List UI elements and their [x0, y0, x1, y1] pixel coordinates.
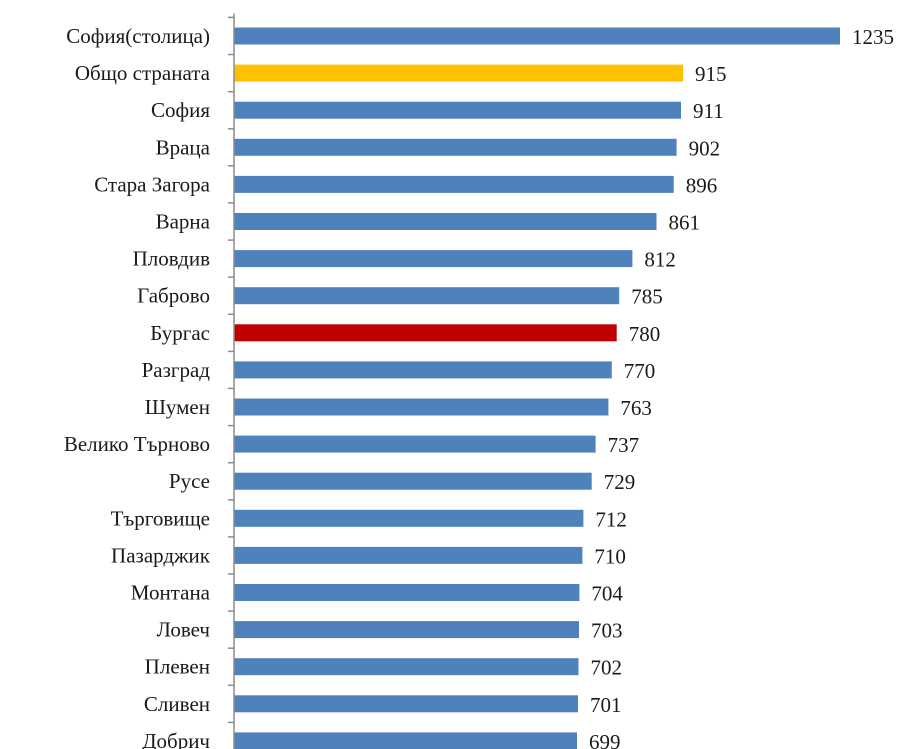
value-label-18: 701 — [590, 693, 622, 717]
value-label-6: 812 — [644, 248, 676, 272]
category-label-2: София — [151, 98, 210, 122]
bar-12 — [234, 472, 592, 490]
category-label-6: Пловдив — [133, 247, 210, 271]
category-label-19: Добрич — [142, 729, 210, 749]
bar-9 — [234, 361, 612, 379]
bar-1 — [234, 64, 683, 82]
category-label-3: Враца — [156, 135, 211, 159]
bar-16 — [234, 621, 579, 639]
value-label-5: 861 — [669, 211, 701, 235]
bar-13 — [234, 509, 584, 527]
bar-7 — [234, 287, 620, 305]
value-label-14: 710 — [594, 544, 626, 568]
bar-11 — [234, 435, 596, 453]
category-label-9: Разград — [142, 358, 211, 382]
value-label-17: 702 — [591, 656, 623, 680]
bar-5 — [234, 213, 657, 230]
value-label-15: 704 — [591, 582, 623, 606]
category-label-12: Русе — [169, 469, 210, 493]
value-label-2: 911 — [693, 99, 724, 123]
bar-14 — [234, 546, 583, 564]
value-label-13: 712 — [595, 507, 627, 531]
category-label-15: Монтана — [131, 581, 211, 605]
value-label-16: 703 — [591, 619, 623, 643]
value-label-1: 915 — [695, 62, 727, 86]
axis-group — [228, 13, 235, 749]
category-label-5: Варна — [156, 210, 211, 234]
category-label-11: Велико Търново — [64, 432, 210, 456]
category-label-0: София(столица) — [66, 24, 210, 48]
value-label-11: 737 — [608, 433, 640, 457]
bar-17 — [234, 658, 579, 676]
category-label-18: Сливен — [144, 692, 210, 716]
category-label-10: Шумен — [145, 395, 210, 419]
value-label-19: 699 — [589, 730, 621, 749]
bar-15 — [234, 584, 580, 601]
bar-8 — [234, 324, 617, 342]
value-label-8: 780 — [629, 322, 661, 346]
bar-10 — [234, 398, 609, 416]
value-label-12: 729 — [604, 470, 636, 494]
category-label-7: Габрово — [137, 284, 210, 308]
category-label-13: Търговище — [111, 506, 210, 530]
value-label-10: 763 — [620, 396, 652, 420]
value-label-7: 785 — [631, 285, 663, 309]
bar-4 — [234, 175, 674, 193]
value-label-4: 896 — [686, 173, 718, 197]
bar-3 — [234, 138, 677, 156]
category-label-4: Стара Загора — [94, 172, 210, 196]
bars-group — [234, 27, 840, 749]
category-label-14: Пазарджик — [111, 543, 211, 567]
value-label-0: 1235 — [852, 25, 894, 49]
bar-19 — [234, 732, 577, 749]
value-label-3: 902 — [689, 136, 721, 160]
bar-0 — [234, 27, 840, 45]
value-labels-group: 1235 915 911 902 896 861 812 785 780 770 763 737 729… — [589, 25, 894, 749]
bar-6 — [234, 250, 633, 268]
category-labels-group: София(столица) Общо страната София Враца Ста… — [64, 24, 211, 749]
value-label-9: 770 — [624, 359, 656, 383]
bar-2 — [234, 101, 681, 119]
category-label-17: Плевен — [145, 655, 210, 679]
category-label-1: Общо страната — [75, 61, 211, 85]
category-label-8: Бургас — [150, 321, 210, 345]
category-label-16: Ловеч — [157, 618, 211, 642]
bar-18 — [234, 695, 578, 713]
